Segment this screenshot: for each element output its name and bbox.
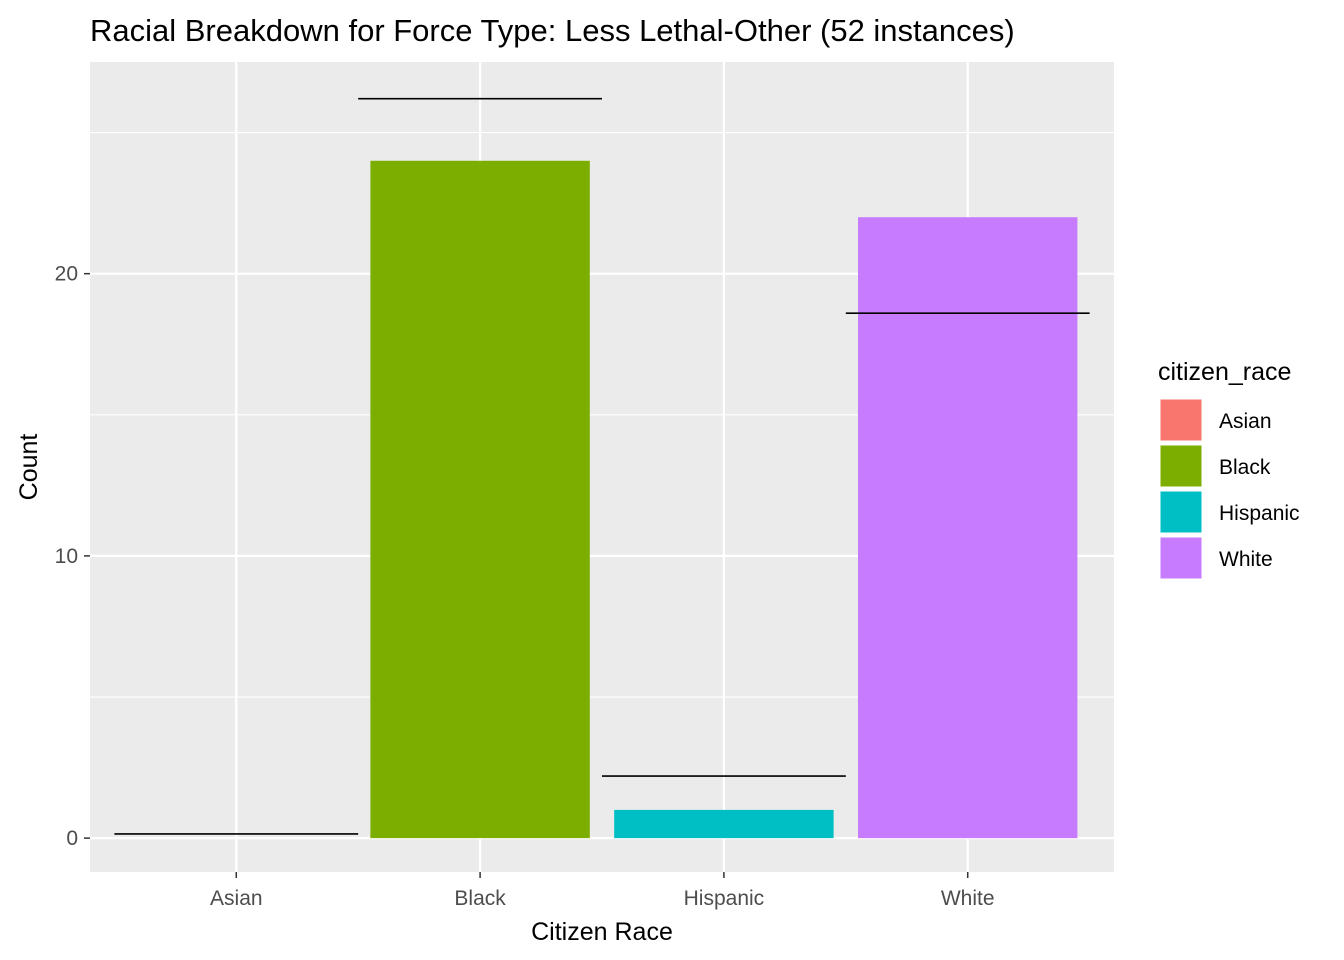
x-tick-label: Hispanic — [684, 887, 765, 910]
x-tick-label: Black — [454, 887, 506, 910]
x-tick-label: White — [941, 887, 995, 910]
reference-lines — [114, 97, 1090, 835]
legend-key-white — [1159, 536, 1203, 580]
legend-key-asian — [1159, 398, 1203, 442]
legend-items: Asian Black Hispanic White — [1159, 398, 1300, 580]
legend-label-white: White — [1219, 548, 1273, 571]
legend-key-black — [1159, 444, 1203, 488]
legend-key-hispanic — [1159, 490, 1203, 534]
x-axis-title: Citizen Race — [531, 918, 673, 946]
legend-label-black: Black — [1219, 456, 1271, 479]
bar-hispanic — [614, 809, 834, 839]
bars — [370, 160, 1078, 839]
y-tick-label: 0 — [66, 827, 78, 850]
bar-black — [370, 160, 590, 839]
x-tick-label: Asian — [210, 887, 263, 910]
legend-title: citizen_race — [1158, 358, 1291, 386]
y-tick-label: 10 — [55, 545, 78, 568]
chart-title: Racial Breakdown for Force Type: Less Le… — [90, 13, 1015, 48]
y-tick-label: 20 — [55, 263, 78, 286]
x-axis: Asian Black Hispanic White — [210, 872, 995, 910]
legend-label-hispanic: Hispanic — [1219, 502, 1300, 525]
y-axis-title: Count — [15, 434, 43, 501]
bar-white — [858, 217, 1078, 839]
legend-label-asian: Asian — [1219, 410, 1272, 433]
legend: citizen_race Asian Black Hispanic White — [1158, 358, 1300, 580]
y-axis: 0 10 20 — [55, 263, 90, 850]
